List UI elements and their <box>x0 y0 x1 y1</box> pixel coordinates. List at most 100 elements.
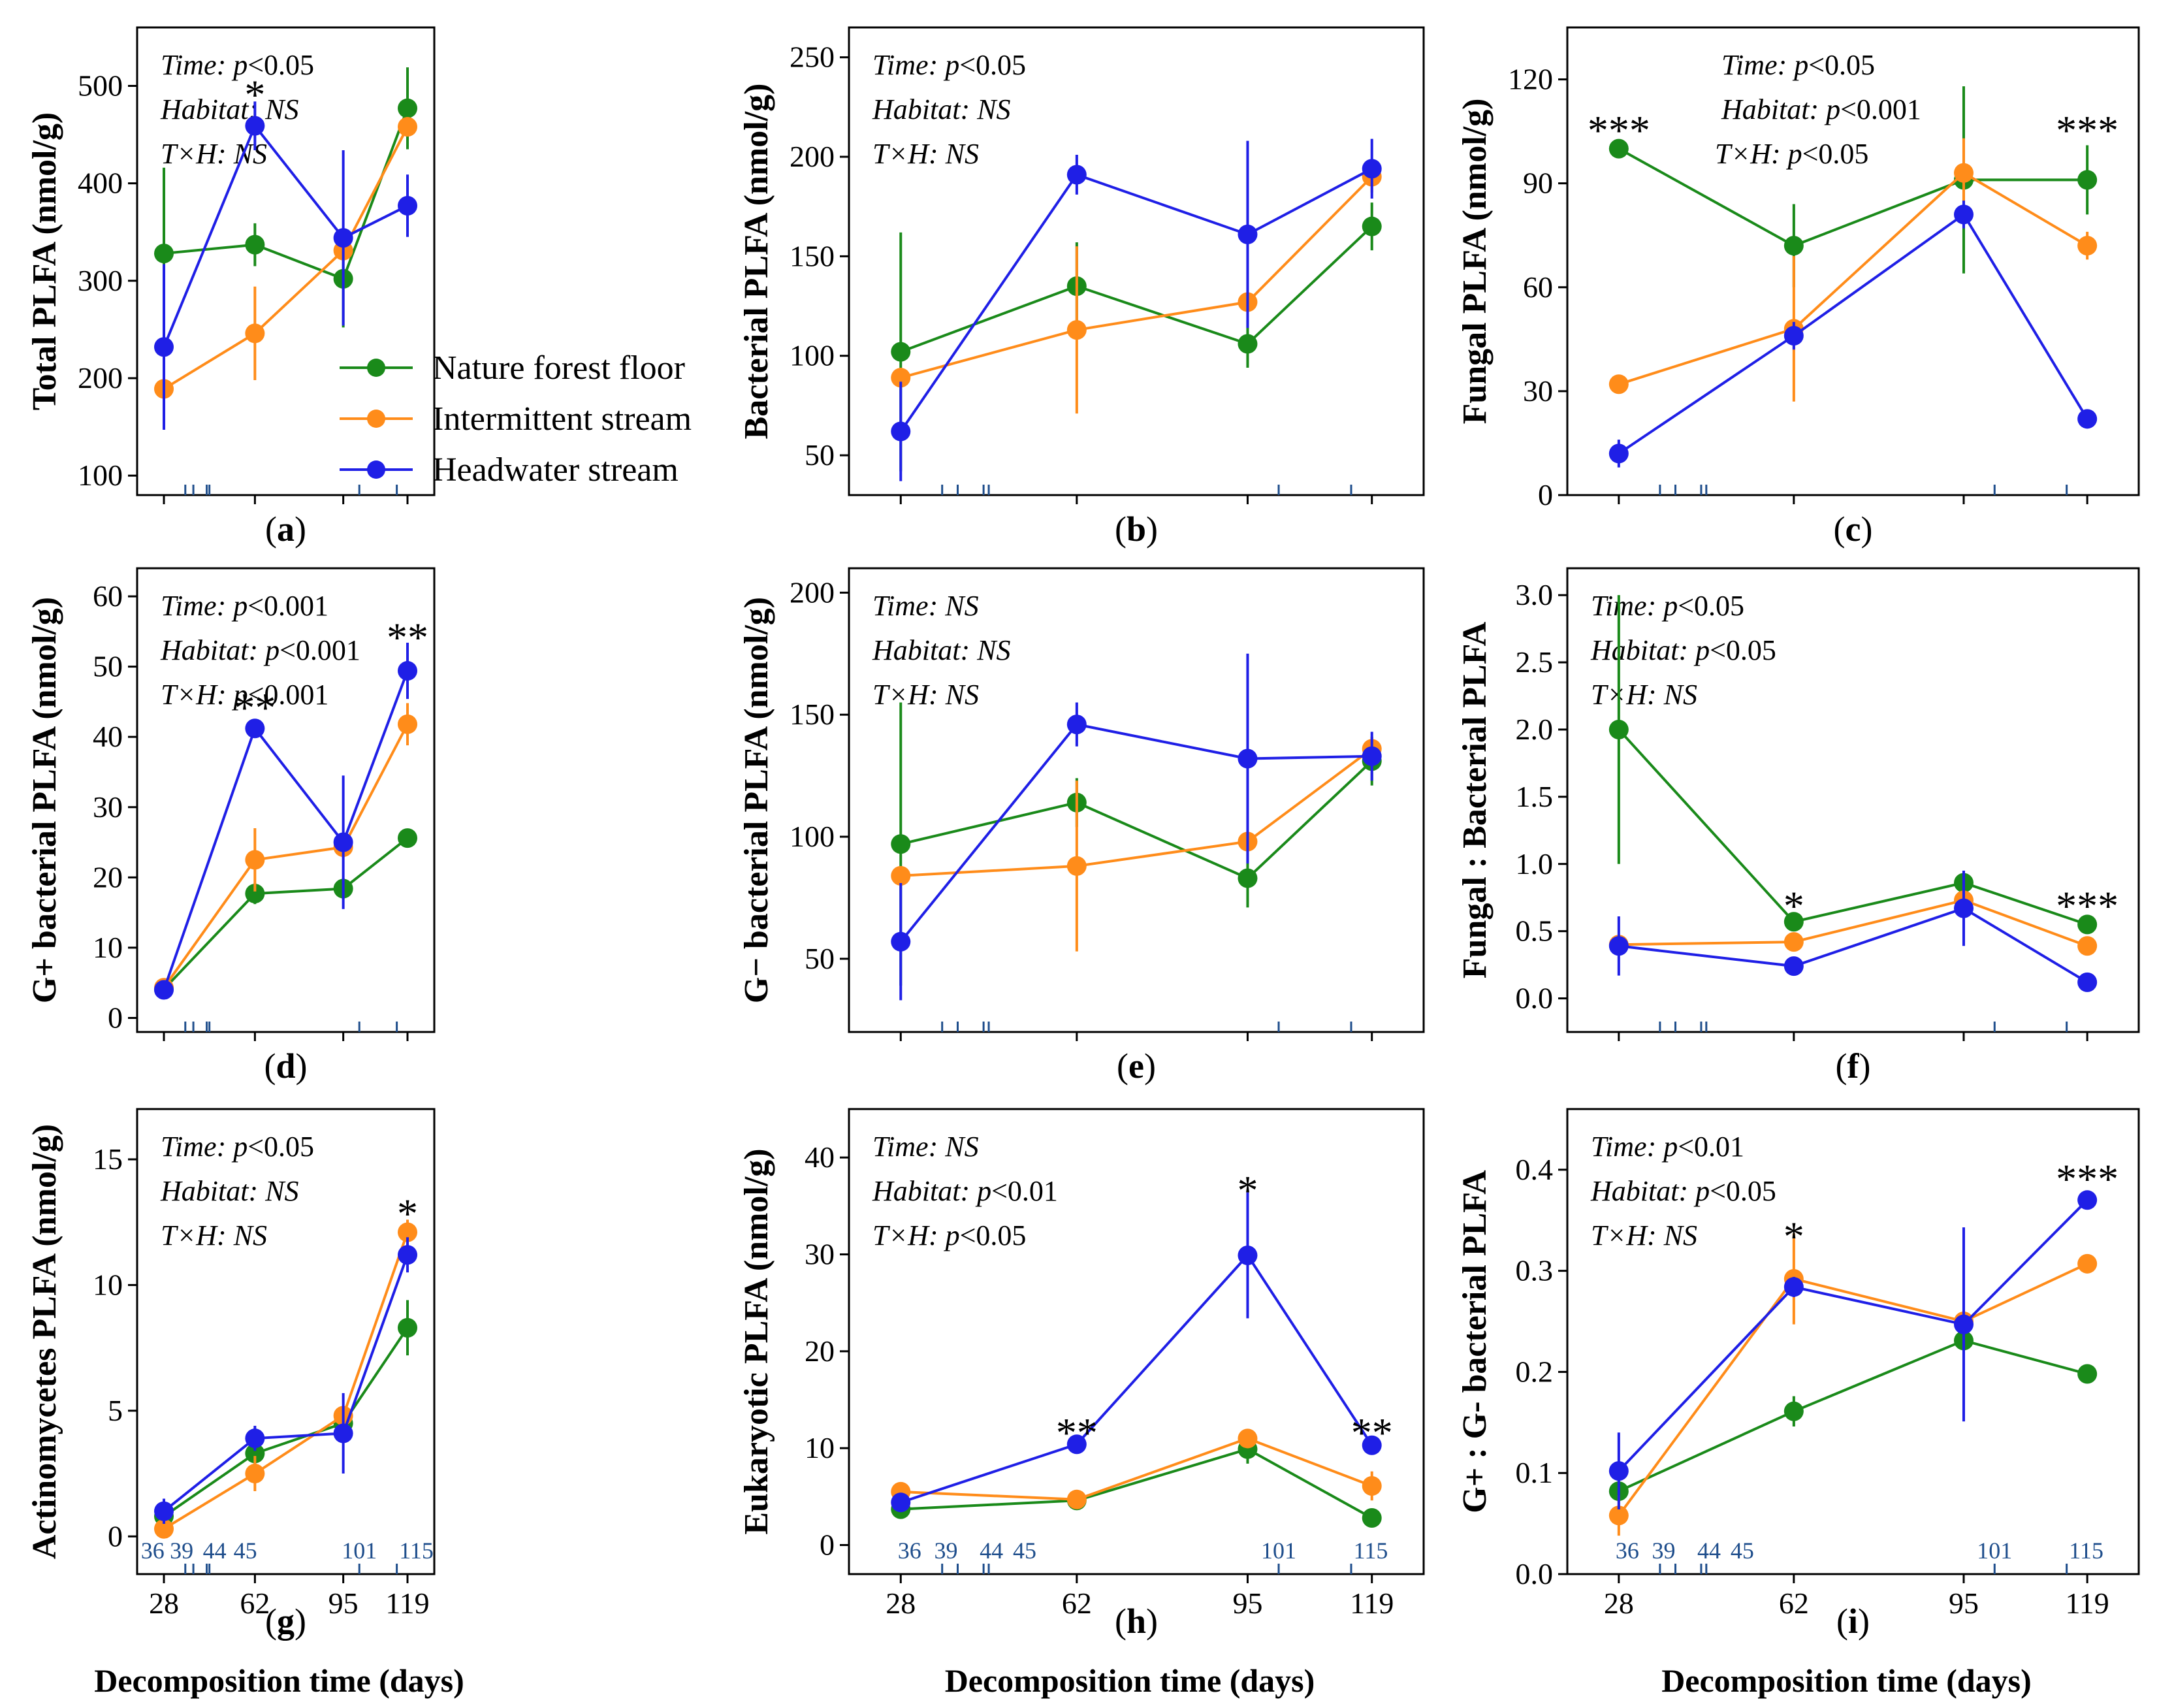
y-tick-label: 30 <box>805 1238 835 1271</box>
x-tick-label: 28 <box>1604 1587 1634 1620</box>
point-forest <box>1608 719 1629 739</box>
point-forest <box>398 98 418 118</box>
point-headwater <box>1066 715 1087 735</box>
y-tick-label: 200 <box>790 575 835 609</box>
series-line-headwater <box>163 1254 409 1513</box>
y-axis-label: Bacterial PLFA (nmol/g) <box>738 84 775 440</box>
stat-line: T×H: NS <box>161 1219 267 1251</box>
series-line-headwater <box>1618 212 2088 455</box>
panel-e: 50 100 150 200 G− bacterial PLFA (nmol/g) (e)… <box>738 567 1425 1086</box>
point-headwater <box>245 718 265 739</box>
significance-mark: ** <box>1056 1410 1098 1456</box>
stat-line: Time: p<0.05 <box>161 49 314 81</box>
stat-line: Habitat: NS <box>160 93 298 125</box>
point-headwater <box>1238 1245 1258 1265</box>
stat-line: Habitat: p<0.01 <box>872 1175 1058 1207</box>
point-headwater <box>2077 972 2098 992</box>
y-tick-label: 50 <box>93 650 123 683</box>
y-tick-label: 500 <box>78 69 123 103</box>
y-tick-label: 90 <box>1523 167 1553 200</box>
significance-mark: *** <box>2056 1155 2118 1202</box>
panel-i: 0.0 0.1 0.2 0.3 0.4 G+ : G- bacterial PLFA 36 3… <box>1456 1108 2140 1699</box>
panel-letter-label: (b) <box>1115 509 1158 549</box>
point-forest <box>398 1317 418 1338</box>
point-headwater <box>398 195 418 216</box>
y-axis-label: Fungal : Bacterial PLFA <box>1456 621 1494 978</box>
y-tick-label: 200 <box>78 361 123 395</box>
y-axis-label: Eukaryotic PLFA (nmol/g) <box>738 1148 775 1534</box>
point-headwater <box>333 832 353 852</box>
y-tick-label: 10 <box>805 1431 835 1464</box>
point-headwater <box>1783 326 1804 346</box>
point-headwater <box>1953 1314 1974 1334</box>
series-line-forest <box>163 837 409 990</box>
point-forest <box>1362 1507 1382 1528</box>
y-tick-label: 1.5 <box>1516 780 1554 813</box>
point-intermittent <box>1238 1428 1258 1449</box>
stat-line: Habitat: p<0.05 <box>1590 1175 1776 1207</box>
y-tick-label: 50 <box>805 942 835 975</box>
stat-line: T×H: NS <box>872 138 979 170</box>
y-tick-label: 100 <box>790 339 835 372</box>
stat-line: T×H: NS <box>872 679 979 711</box>
plot-frame <box>848 567 1425 1033</box>
plot-frame <box>1566 26 2140 496</box>
point-headwater <box>1608 443 1629 464</box>
series-line-headwater <box>899 722 1372 943</box>
y-tick-label: 30 <box>1523 374 1553 408</box>
point-headwater <box>1362 1435 1382 1455</box>
y-tick-label: 100 <box>78 459 123 492</box>
legend-label-intermittent: Intermittent stream <box>432 400 692 438</box>
plot-frame <box>1566 567 2140 1033</box>
y-tick-label: 5 <box>108 1394 123 1427</box>
point-headwater <box>2077 409 2098 429</box>
y-tick-label: 3.0 <box>1516 578 1554 611</box>
point-headwater <box>1362 746 1382 766</box>
y-tick-label: 400 <box>78 167 123 200</box>
series-line-forest <box>163 1327 409 1518</box>
panel-letter-label: (h) <box>1115 1602 1158 1641</box>
panel-letter-label: (i) <box>1836 1602 1870 1641</box>
point-intermittent <box>1608 374 1629 395</box>
point-headwater <box>245 116 265 136</box>
series-line-intermittent <box>900 176 1373 379</box>
series-line-forest <box>1618 1339 2088 1492</box>
panel-letter-label: (g) <box>265 1602 306 1641</box>
series-line-intermittent <box>1618 899 2088 948</box>
y-tick-label: 10 <box>93 1268 123 1301</box>
panel-f: 0.0 0.5 1.0 1.5 2.0 2.5 3.0 Fungal : Bacterial … <box>1456 567 2140 1086</box>
x-tick-label: 62 <box>1779 1587 1809 1620</box>
y-tick-label: 0.2 <box>1516 1355 1554 1388</box>
panel-g: 0 5 10 15 Actinomycetes PLFA (nmol/g) 36 39 44 4… <box>26 1108 464 1699</box>
series-line-intermittent <box>163 1231 409 1530</box>
y-tick-label: 40 <box>805 1140 835 1174</box>
x-tick-label: 28 <box>886 1587 916 1620</box>
y-tick-label: 0 <box>108 1519 123 1553</box>
y-tick-label: 2.0 <box>1516 713 1554 746</box>
point-headwater <box>1066 1434 1087 1455</box>
y-tick-label: 0.1 <box>1516 1456 1554 1489</box>
x-tick-label: 62 <box>1062 1587 1092 1620</box>
series-line-forest <box>163 108 409 281</box>
y-axis-label: G+ bacterial PLFA (nmol/g) <box>26 597 63 1003</box>
y-tick-label: 0 <box>820 1528 835 1562</box>
point-intermittent <box>2077 1253 2098 1274</box>
significance-mark: *** <box>1588 107 1650 153</box>
series-line-headwater <box>1618 907 2088 984</box>
legend-label-forest: Nature forest floor <box>432 349 685 387</box>
point-intermittent <box>1783 932 1804 952</box>
point-forest <box>891 342 911 362</box>
stat-line: Time: NS <box>872 1131 979 1163</box>
plot-frame <box>1566 1108 2140 1575</box>
point-forest <box>1362 216 1382 236</box>
x-tick-label: 28 <box>149 1587 179 1620</box>
point-headwater <box>1066 165 1087 185</box>
point-forest <box>245 884 265 904</box>
stat-line: Habitat: p<0.001 <box>1721 93 1921 125</box>
point-headwater <box>153 337 174 357</box>
stat-line: T×H: p<0.001 <box>161 679 328 711</box>
point-headwater <box>1783 1277 1804 1297</box>
rug-label: 45 <box>234 1538 257 1564</box>
point-headwater <box>245 1428 265 1449</box>
